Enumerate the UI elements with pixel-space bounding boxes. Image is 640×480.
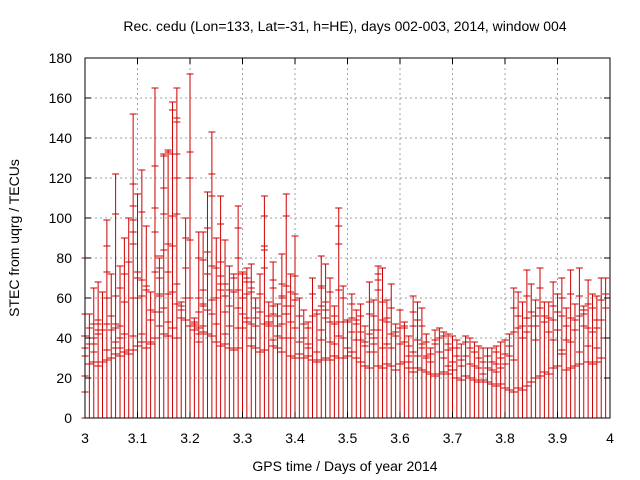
x-tick-label: 4 [606,430,614,446]
x-tick-label: 3.4 [285,430,305,446]
axis-ticks [84,57,611,419]
x-tick-label: 3.6 [390,430,410,446]
y-tick-label: 40 [56,330,72,346]
x-tick-label: 3.1 [128,430,148,446]
x-tick-label: 3 [81,430,89,446]
x-tick-label: 3.9 [548,430,568,446]
x-tick-label: 3.7 [443,430,463,446]
y-tick-label: 0 [64,410,72,426]
y-tick-label: 100 [49,210,73,226]
x-tick-label: 3.8 [495,430,515,446]
x-tick-label: 3.3 [233,430,253,446]
y-tick-label: 120 [49,170,73,186]
x-tick-labels: 3 3.1 3.2 3.3 3.4 3.5 3.6 3.7 3.8 3.9 4 [81,430,614,446]
x-tick-label: 3.5 [338,430,358,446]
y-tick-label: 20 [56,370,72,386]
x-tick-label: 3.2 [180,430,200,446]
y-axis-label: STEC from uqrg / TECUs [6,159,22,317]
y-tick-label: 80 [56,250,72,266]
data-series [81,73,610,419]
y-tick-label: 140 [49,130,73,146]
chart-title: Rec. cedu (Lon=133, Lat=-31, h=HE), days… [123,18,566,34]
y-tick-labels: 0 20 40 60 80 100 120 140 160 180 [49,50,73,426]
x-axis-label: GPS time / Days of year 2014 [252,458,437,474]
y-tick-label: 180 [49,50,73,66]
y-tick-label: 160 [49,90,73,106]
y-tick-label: 60 [56,290,72,306]
